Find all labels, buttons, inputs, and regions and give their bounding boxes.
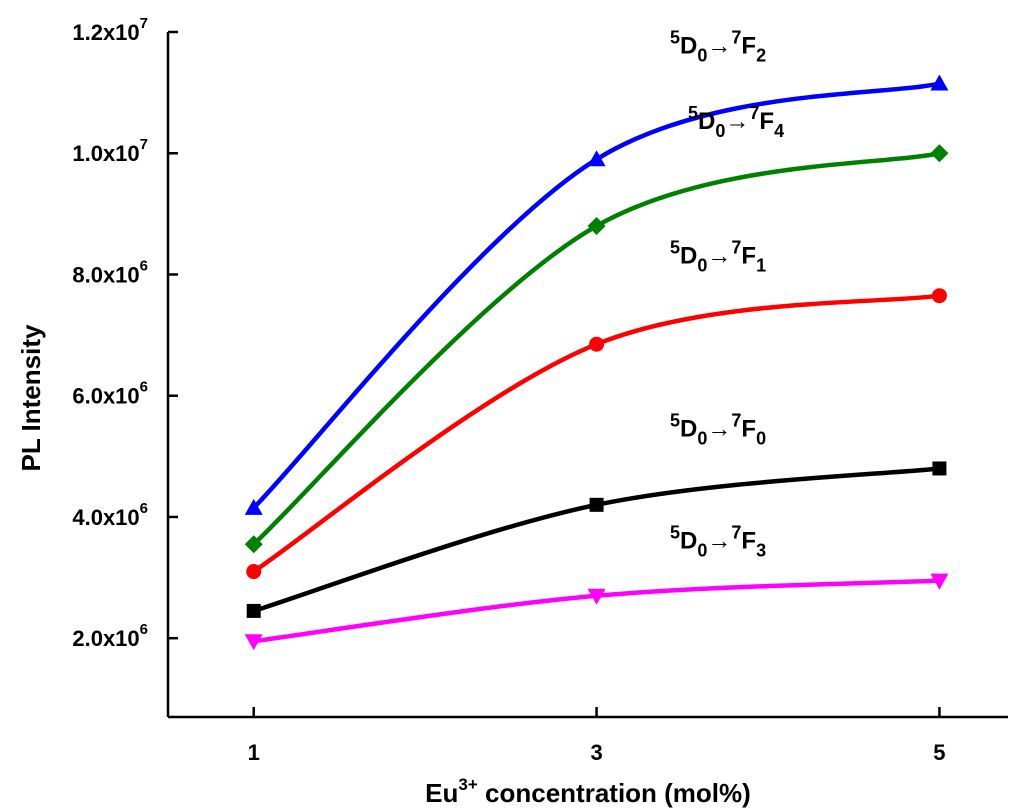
data-point-marker [244, 498, 263, 515]
series-label-sub: 0 [756, 428, 766, 448]
series-label-arrow: → [707, 243, 731, 270]
data-point-marker [587, 150, 606, 167]
series-5d07f1 [246, 288, 947, 580]
series-label-sup: 7 [749, 103, 759, 123]
series-label-sub: 1 [756, 256, 766, 276]
data-point-marker [589, 336, 605, 352]
series-label-sup: 5 [670, 523, 680, 543]
series-label-text: F [741, 33, 756, 60]
series-label-arrow: → [725, 108, 749, 135]
series-label-arrow: → [707, 415, 731, 442]
data-point-marker [930, 144, 949, 163]
x-tick-label: 1 [248, 740, 260, 765]
series-label-arrow: → [707, 33, 731, 60]
y-tick-exponent: 6 [140, 379, 148, 396]
series-label-text: D [698, 108, 715, 135]
y-tick-label: 2.0x106 [72, 621, 148, 651]
series-label-sub: 4 [774, 121, 784, 141]
x-axis-title-base: Eu [425, 778, 458, 808]
series-5d07f2 [244, 74, 949, 515]
data-point-marker [587, 216, 606, 235]
series-label-sup: 5 [670, 238, 680, 258]
data-point-marker [931, 288, 947, 304]
series-label-text: F [741, 528, 756, 555]
series-label-sub: 0 [697, 428, 707, 448]
x-tick-label: 3 [590, 740, 602, 765]
series-label-sup: 7 [731, 410, 741, 430]
series-label-sub: 0 [697, 46, 707, 66]
series-line [251, 81, 942, 511]
series-label-text: F [759, 108, 774, 135]
x-tick-label: 5 [933, 740, 945, 765]
x-axis-title: Eu3+ concentration (mol%) [425, 775, 751, 808]
y-tick-mantissa: 2.0x10 [72, 626, 139, 651]
series-5d07f4 [244, 144, 949, 554]
series-label-sup: 5 [670, 28, 680, 48]
data-point-marker [932, 461, 947, 476]
series-label-sub: 0 [715, 121, 725, 141]
data-point-marker [246, 603, 261, 618]
y-tick-exponent: 7 [140, 136, 148, 153]
y-tick-label: 1.2x107 [72, 15, 148, 45]
axis-titles: Eu3+ concentration (mol%) PL Intensity [16, 324, 751, 808]
series-label: 5D0→7F0 [670, 410, 766, 448]
series-label-sup: 7 [731, 28, 741, 48]
y-tick-exponent: 6 [140, 500, 148, 517]
x-axis-title-sup: 3+ [458, 775, 477, 794]
y-tick-mantissa: 1.0x10 [72, 141, 139, 166]
data-point-marker [930, 573, 949, 590]
series-label-sup: 7 [731, 238, 741, 258]
series-label-text: F [741, 415, 756, 442]
series-label-text: D [680, 33, 697, 60]
y-tick-mantissa: 6.0x10 [72, 384, 139, 409]
data-point-marker [587, 588, 606, 605]
series-label-sub: 0 [697, 541, 707, 561]
series-5d07f0 [246, 461, 947, 618]
y-tick-mantissa: 1.2x10 [72, 20, 139, 45]
y-tick-exponent: 6 [140, 621, 148, 638]
series-label: 5D0→7F4 [688, 103, 784, 141]
data-point-marker [244, 535, 263, 554]
data-point-marker [244, 634, 263, 651]
series-label-sup: 5 [670, 410, 680, 430]
series-label-sub: 0 [697, 256, 707, 276]
series-5d07f3 [244, 573, 949, 651]
series-label: 5D0→7F2 [670, 28, 766, 66]
series-label-text: D [680, 528, 697, 555]
axes: 2.0x1064.0x1066.0x1068.0x1061.0x1071.2x1… [72, 15, 1008, 765]
y-axis-title: PL Intensity [16, 324, 46, 471]
y-tick-label: 6.0x106 [72, 379, 148, 409]
series-label-sup: 5 [688, 103, 698, 123]
series-label-arrow: → [707, 528, 731, 555]
y-tick-exponent: 6 [140, 257, 148, 274]
y-tick-label: 8.0x106 [72, 257, 148, 287]
data-point-marker [589, 497, 604, 512]
y-tick-exponent: 7 [140, 15, 148, 32]
series-label-sup: 7 [731, 523, 741, 543]
series-label-text: D [680, 415, 697, 442]
series-label-text: F [741, 243, 756, 270]
data-point-marker [246, 564, 262, 580]
series-group [244, 74, 949, 651]
series-label: 5D0→7F3 [670, 523, 766, 561]
x-axis-title-rest: concentration (mol%) [478, 778, 751, 808]
y-tick-mantissa: 8.0x10 [72, 262, 139, 287]
series-label: 5D0→7F1 [670, 238, 766, 276]
series-label-sub: 3 [756, 541, 766, 561]
data-point-marker [930, 74, 949, 91]
series-label-text: D [680, 243, 697, 270]
series-label-sub: 2 [756, 46, 766, 66]
y-tick-mantissa: 4.0x10 [72, 505, 139, 530]
y-tick-label: 1.0x107 [72, 136, 148, 166]
y-tick-label: 4.0x106 [72, 500, 148, 530]
